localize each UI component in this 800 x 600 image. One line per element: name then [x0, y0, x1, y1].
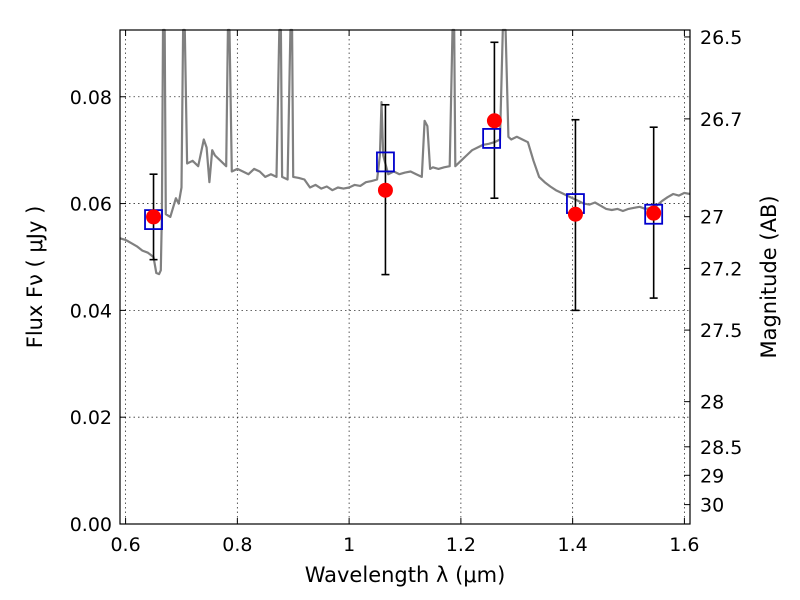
- y2-tick-label: 27.5: [700, 320, 742, 342]
- y-tick-label: 0.06: [70, 194, 112, 216]
- observed-points-layer: [146, 113, 662, 225]
- y2-tick-label: 28.5: [700, 437, 742, 459]
- y2-tick-label: 26.7: [700, 109, 742, 131]
- model-points-layer: [144, 128, 664, 230]
- observed-point: [567, 206, 583, 222]
- observed-point: [377, 182, 393, 198]
- y-tick-label: 0.02: [70, 407, 112, 429]
- y2-tick-label: 28: [700, 392, 724, 414]
- y-axis-label: Flux Fν ( μJy ): [23, 206, 47, 349]
- y2-tick-label: 26.5: [700, 27, 742, 49]
- observed-point: [646, 205, 662, 221]
- x-ticks: 0.6 0.8 1 1.2 1.4 1.6: [110, 30, 700, 556]
- model-spectrum-line: [119, 28, 691, 276]
- y-tick-label: 0.04: [70, 300, 112, 322]
- spectrum-layer: [119, 28, 691, 276]
- y-ticks: 0.00 0.02 0.04 0.06 0.08: [70, 87, 126, 536]
- x-tick-label: 1.2: [446, 534, 476, 556]
- y2-tick-label: 27.2: [700, 258, 742, 280]
- model-point: [376, 151, 395, 173]
- y-tick-label: 0.00: [70, 514, 112, 536]
- model-point: [644, 203, 664, 225]
- observed-point: [146, 209, 162, 225]
- x-tick-label: 0.8: [222, 534, 252, 556]
- y-tick-label: 0.08: [70, 87, 112, 109]
- model-point: [482, 128, 502, 149]
- y2-tick-label: 29: [700, 465, 724, 487]
- y2-tick-label: 30: [700, 495, 724, 517]
- observed-point: [486, 113, 502, 129]
- errorbar-layer: [149, 41, 658, 312]
- y2-axis-label: Magnitude (AB): [757, 195, 781, 358]
- x-tick-label: 0.6: [110, 534, 140, 556]
- x-tick-label: 1: [343, 534, 355, 556]
- plot-frame: [119, 29, 691, 525]
- x-tick-label: 1.4: [558, 534, 588, 556]
- y2-ticks: 26.5 26.7 27 27.2 27.5 28 28.5 29 30: [684, 27, 742, 517]
- x-tick-label: 1.6: [669, 534, 699, 556]
- grid-layer: [120, 30, 690, 525]
- y2-tick-label: 27: [700, 207, 724, 229]
- x-axis-label: Wavelength λ (μm): [305, 563, 506, 587]
